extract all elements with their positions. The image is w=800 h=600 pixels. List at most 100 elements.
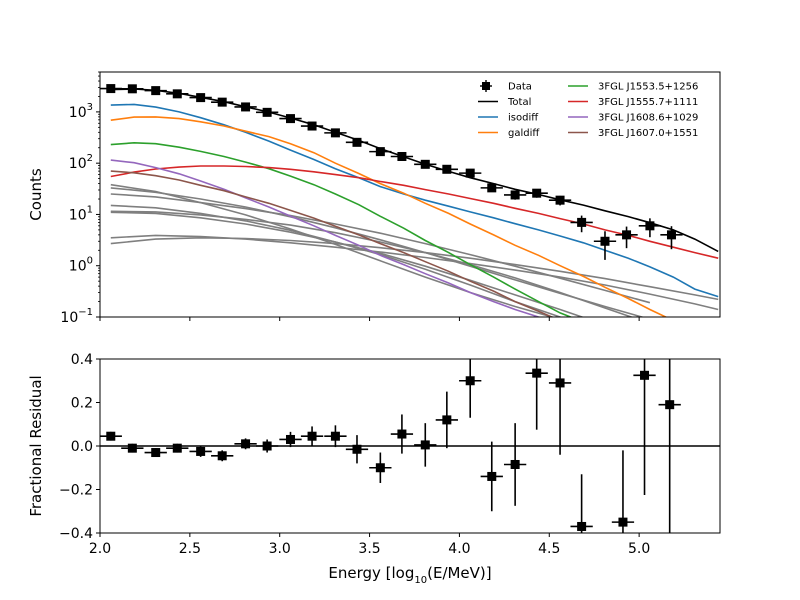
data-point xyxy=(660,226,683,250)
legend-label: Data xyxy=(508,82,532,93)
y-tick-label: 10−1 xyxy=(60,307,93,326)
bottom-y-axis-label: Fractional Residual xyxy=(27,375,45,516)
top-panel: 103 102 101 100 10−1 Data Total isodiff galdiff… xyxy=(27,71,721,326)
data-point xyxy=(570,215,593,233)
residual-marker xyxy=(465,376,475,386)
residual-point xyxy=(121,443,144,453)
residual-point xyxy=(255,439,279,453)
data-marker xyxy=(666,230,676,240)
x-tick-label: 4.0 xyxy=(448,541,470,557)
x-axis-label: Energy [log10(E/MeV)] xyxy=(328,564,491,586)
data-marker xyxy=(127,84,137,94)
data-marker xyxy=(241,102,251,112)
data-marker xyxy=(352,137,362,147)
data-point xyxy=(234,102,257,112)
legend-label: Total xyxy=(507,97,531,108)
top-y-axis-label: Counts xyxy=(27,168,45,221)
data-marker xyxy=(600,236,610,246)
y-tick-label: 103 xyxy=(69,102,93,121)
bottom-x-ticks: 2.0 2.5 3.0 3.5 4.0 4.5 5.0 xyxy=(89,533,650,557)
residual-marker xyxy=(665,400,675,410)
data-marker xyxy=(106,84,116,94)
legend: Data Total isodiff galdiff 3FGL J1553.5+1256… xyxy=(478,80,698,139)
data-marker xyxy=(577,217,587,227)
data-marker xyxy=(375,147,385,157)
data-point xyxy=(525,188,548,198)
residual-marker xyxy=(217,451,227,461)
top-plot-frame xyxy=(99,71,721,318)
residual-point xyxy=(570,474,593,533)
residual-point xyxy=(480,441,503,512)
residual-point xyxy=(324,425,347,448)
legend-entry: galdiff xyxy=(478,128,540,139)
legend-label: 3FGL J1608.6+1029 xyxy=(598,113,698,124)
y-tick-label: 0.2 xyxy=(71,396,93,412)
residual-marker xyxy=(151,448,161,458)
data-point xyxy=(459,168,482,178)
residual-marker xyxy=(262,441,272,451)
other-sources-lines xyxy=(110,183,719,317)
data-point xyxy=(480,183,503,193)
residual-marker xyxy=(307,431,317,441)
series-line-3fgl-j1607-0-1551 xyxy=(110,170,554,317)
residual-point xyxy=(279,431,302,448)
data-marker xyxy=(397,151,407,161)
residual-marker xyxy=(375,463,385,473)
residual-point xyxy=(611,450,635,533)
bottom-panel: 2.0 2.5 3.0 3.5 4.0 4.5 5.0 −0.4−0.20.00.20.4 … xyxy=(27,352,721,586)
series-line-total xyxy=(110,88,719,253)
data-marker xyxy=(442,164,452,174)
data-marker xyxy=(330,128,340,138)
x-tick-label: 2.5 xyxy=(179,541,201,557)
residual-point xyxy=(211,450,234,462)
residual-marker xyxy=(352,444,362,454)
model-series-lines xyxy=(110,88,719,317)
residual-point xyxy=(166,443,189,453)
residual-marker xyxy=(241,439,251,449)
legend-entry: Total xyxy=(478,97,531,108)
data-marker xyxy=(510,190,520,200)
residual-point xyxy=(435,391,458,449)
residual-marker xyxy=(172,443,182,453)
data-marker xyxy=(622,230,632,240)
residual-marker xyxy=(196,446,206,456)
top-y-ticks: 103 102 101 100 10−1 xyxy=(60,71,100,326)
residual-marker xyxy=(397,429,407,439)
residual-marker xyxy=(555,378,565,388)
data-point xyxy=(300,121,324,131)
x-tick-label: 3.0 xyxy=(269,541,291,557)
data-marker xyxy=(262,107,272,117)
y-tick-label: 0.4 xyxy=(71,352,93,368)
y-tick-label: 102 xyxy=(69,153,93,172)
data-point xyxy=(593,231,617,260)
data-point xyxy=(615,226,638,249)
series-line-3fgl-j1555-7-1111 xyxy=(110,165,719,259)
bottom-y-ticks: −0.4 −0.2 0.0 0.2 0.4 xyxy=(59,352,100,542)
data-point xyxy=(189,93,212,103)
data-marker xyxy=(196,93,206,103)
data-point xyxy=(121,84,144,94)
residual-point xyxy=(100,431,122,441)
residual-marker xyxy=(640,370,650,380)
data-point xyxy=(414,159,437,169)
data-marker xyxy=(420,159,430,169)
legend-entry: Data xyxy=(480,80,532,93)
legend-entry: 3FGL J1553.5+1256 xyxy=(568,82,698,93)
gray-source-line-8 xyxy=(110,236,719,301)
legend-label: 3FGL J1555.7+1111 xyxy=(598,97,698,108)
data-point xyxy=(144,86,167,96)
y-tick-label: −0.4 xyxy=(59,526,93,542)
x-tick-label: 5.0 xyxy=(628,541,650,557)
residual-point xyxy=(658,359,681,533)
residual-marker xyxy=(532,368,542,378)
series-line-3fgl-j1608-6-1029 xyxy=(110,159,543,317)
legend-entry: 3FGL J1555.7+1111 xyxy=(568,97,698,108)
data-point xyxy=(345,137,369,147)
data-point xyxy=(638,218,662,238)
y-tick-label: 100 xyxy=(69,256,93,275)
residual-points xyxy=(100,359,681,533)
series-line-isodiff xyxy=(110,103,719,298)
gray-source-line-3 xyxy=(110,193,651,304)
legend-entry: 3FGL J1608.6+1029 xyxy=(568,113,698,124)
